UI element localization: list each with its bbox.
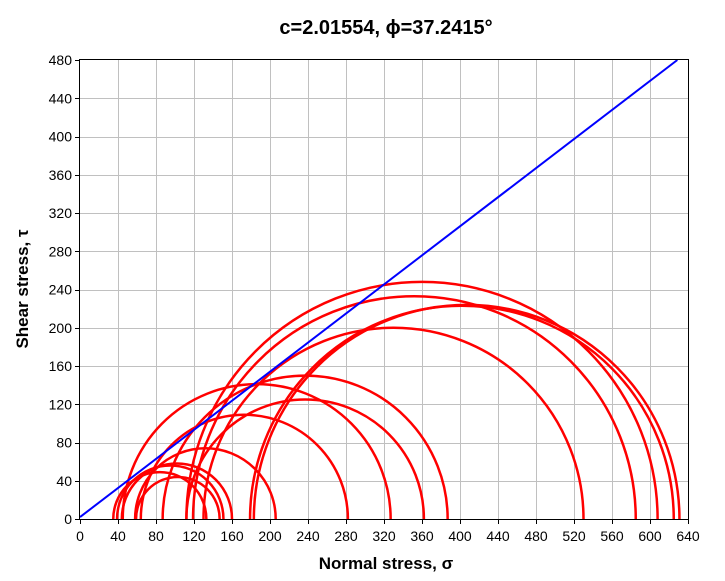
x-tick-label: 120 — [182, 528, 206, 544]
y-tick-label: 400 — [49, 129, 73, 145]
x-axis-ticks: 0 40 80 120 160 200 240 280 320 360 400 440 480 520 56… — [76, 519, 700, 544]
x-tick-label: 480 — [524, 528, 548, 544]
y-tick-label: 360 — [49, 167, 73, 183]
y-tick-label: 80 — [56, 435, 72, 451]
y-tick-label: 440 — [49, 90, 73, 106]
x-tick-label: 160 — [220, 528, 244, 544]
mohr-circle — [112, 470, 208, 520]
y-tick-label: 40 — [56, 473, 72, 489]
y-tick-label: 280 — [49, 243, 73, 259]
x-tick-label: 360 — [410, 528, 434, 544]
y-tick-label: 120 — [49, 396, 73, 412]
x-tick-label: 600 — [638, 528, 662, 544]
failure-envelope-line — [79, 59, 678, 518]
mohr-circle — [191, 295, 637, 520]
mohr-circle — [202, 326, 585, 520]
x-tick-label: 640 — [676, 528, 700, 544]
x-tick-label: 400 — [448, 528, 472, 544]
y-tick-label: 240 — [49, 282, 73, 298]
y-tick-label: 320 — [49, 205, 73, 221]
mohr-circle — [252, 303, 681, 520]
x-tick-label: 560 — [600, 528, 624, 544]
x-tick-label: 320 — [372, 528, 396, 544]
x-tick-label: 0 — [76, 528, 84, 544]
y-tick-label: 200 — [49, 320, 73, 336]
y-tick-label: 160 — [49, 358, 73, 374]
mohr-circles — [112, 280, 681, 520]
chart-title: c=2.01554, ϕ=37.2415° — [279, 17, 492, 39]
x-tick-label: 520 — [562, 528, 586, 544]
mohr-circle — [134, 475, 221, 520]
x-tick-label: 80 — [148, 528, 164, 544]
mohr-circle — [115, 464, 225, 520]
x-tick-label: 240 — [296, 528, 320, 544]
x-tick-label: 280 — [334, 528, 358, 544]
x-tick-label: 200 — [258, 528, 282, 544]
grid-lines — [80, 60, 688, 519]
y-axis-ticks: 0 40 80 120 160 200 240 280 320 360 400 440 480 — [49, 52, 80, 527]
y-tick-label: 0 — [64, 511, 72, 527]
x-tick-label: 40 — [110, 528, 126, 544]
y-axis-title: Shear stress, τ — [13, 229, 32, 349]
mohr-circle — [120, 462, 234, 520]
mohr-circle — [185, 280, 659, 520]
y-tick-label: 480 — [49, 52, 73, 68]
failure-envelope-group — [79, 59, 678, 518]
x-tick-label: 440 — [486, 528, 510, 544]
x-axis-title: Normal stress, σ — [319, 554, 454, 573]
